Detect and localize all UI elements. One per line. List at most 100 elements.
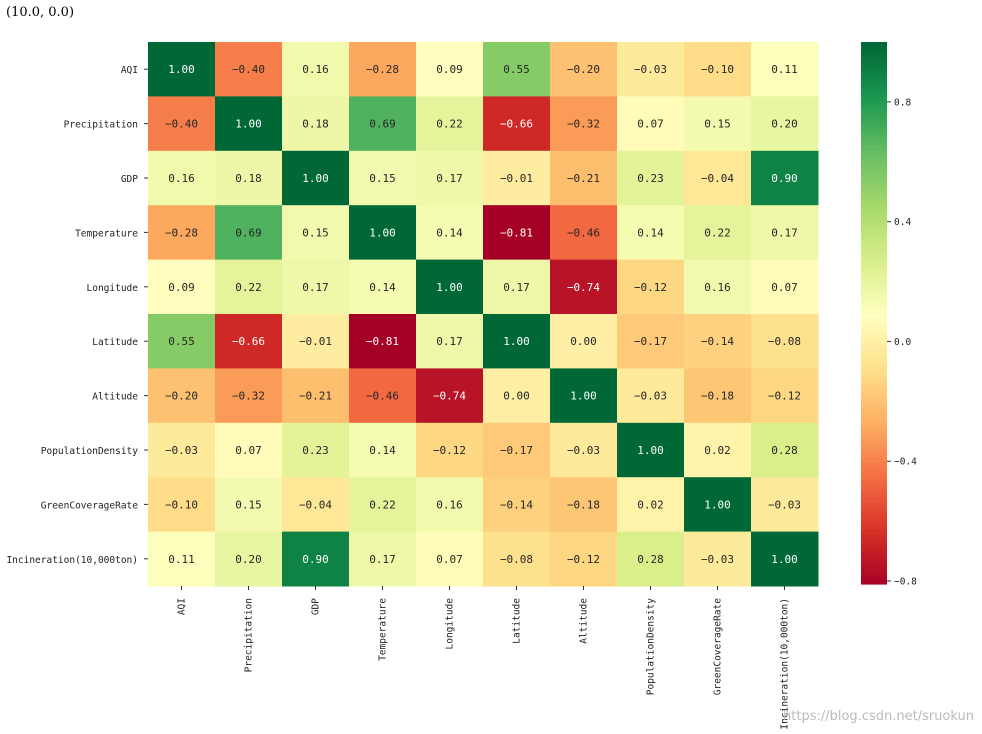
heatmap-cell — [148, 259, 216, 315]
cell-value-label: −0.18 — [701, 390, 734, 403]
colorbar-segment — [861, 227, 887, 233]
colorbar-segment — [861, 538, 887, 544]
heatmap-cell — [684, 96, 752, 152]
colorbar-segment — [861, 529, 887, 535]
heatmap-cell — [416, 205, 484, 261]
heatmap-cell — [684, 150, 752, 206]
colorbar-segment — [861, 96, 887, 102]
heatmap-cell — [349, 314, 417, 369]
heatmap-cell — [148, 368, 216, 424]
heatmap-cell — [617, 42, 685, 97]
heatmap-cell — [349, 531, 417, 587]
heatmap-cell — [751, 96, 819, 152]
heatmap-cell — [148, 205, 216, 261]
cell-value-label: −0.66 — [232, 335, 265, 348]
colorbar-segment — [861, 516, 887, 522]
heatmap-cell — [550, 368, 618, 424]
cell-value-label: 0.11 — [771, 63, 798, 76]
colorbar-segment — [861, 172, 887, 179]
heatmap-cell — [215, 42, 283, 97]
cell-value-label: 0.14 — [369, 281, 396, 294]
cell-value-label: 0.28 — [771, 444, 798, 457]
colorbar-segment — [861, 434, 887, 441]
heatmap-cell — [684, 531, 752, 587]
colorbar-segment — [861, 331, 887, 337]
colorbar-segment — [861, 335, 887, 341]
heatmap-cell — [483, 531, 551, 587]
heatmap-cell — [483, 259, 551, 315]
column-label: AQI — [177, 598, 188, 615]
heatmap-cell — [416, 422, 484, 478]
heatmap-cell — [617, 150, 685, 206]
cell-value-label: 0.69 — [369, 118, 396, 131]
heatmap-cell — [617, 368, 685, 424]
cell-value-label: 0.16 — [704, 281, 731, 294]
heatmap-cell — [215, 314, 283, 369]
colorbar-segment — [861, 272, 887, 278]
colorbar-segment — [861, 276, 887, 282]
heatmap-cell — [282, 314, 350, 369]
colorbar-segment — [861, 154, 887, 161]
colorbar-segment — [861, 222, 887, 228]
cell-value-label: 0.90 — [302, 553, 329, 566]
colorbar-segment — [861, 570, 887, 576]
colorbar-segment — [861, 475, 887, 481]
colorbar-segment — [861, 448, 887, 454]
cell-value-label: −0.14 — [701, 335, 734, 348]
cell-value-label: 1.00 — [771, 553, 798, 566]
colorbar-segment — [861, 394, 887, 400]
heatmap-cell — [751, 42, 819, 97]
heatmap-cell — [148, 96, 216, 152]
heatmap-cell — [282, 477, 350, 533]
cell-value-label: 0.15 — [369, 172, 396, 185]
colorbar-segment — [861, 51, 887, 57]
colorbar-segment — [861, 507, 887, 513]
cell-output-text: (10.0, 0.0) — [6, 5, 75, 20]
colorbar-segment — [861, 407, 887, 413]
colorbar-segment — [861, 574, 887, 581]
cell-value-label: 0.07 — [235, 444, 262, 457]
cell-value-label: −0.03 — [701, 553, 734, 566]
cell-value-label: −0.10 — [701, 63, 734, 76]
cell-value-label: −0.04 — [701, 172, 734, 185]
heatmap-cell — [148, 314, 216, 369]
colorbar-segment — [861, 303, 887, 310]
heatmap-cell — [282, 259, 350, 315]
heatmap-cell — [550, 531, 618, 587]
heatmap-cell — [550, 42, 618, 97]
colorbar-segment — [861, 480, 887, 486]
heatmap-cell — [617, 477, 685, 533]
colorbar-segment — [861, 498, 887, 504]
row-label: AQI — [121, 65, 138, 76]
heatmap-cell — [148, 477, 216, 533]
cell-value-label: −0.81 — [500, 226, 533, 239]
cell-value-label: −0.01 — [500, 172, 533, 185]
column-label: Longitude — [445, 598, 456, 650]
colorbar-segment — [861, 313, 887, 319]
colorbar-segment — [861, 416, 887, 422]
cell-value-label: 1.00 — [503, 335, 530, 348]
cell-value-label: 0.11 — [168, 553, 195, 566]
column-labels: AQI Precipitation GDP Temperature Longitude L… — [177, 586, 791, 730]
heatmap-cell — [483, 314, 551, 369]
cell-value-label: −0.40 — [232, 63, 265, 76]
colorbar-segment — [861, 168, 887, 174]
colorbar-segment — [861, 547, 887, 553]
cell-value-label: −0.74 — [433, 390, 466, 403]
cell-value-label: 0.00 — [570, 335, 597, 348]
colorbar-segment — [861, 254, 887, 260]
colorbar-tick-label: −0.8 — [894, 577, 917, 588]
cell-value-label: 0.07 — [436, 553, 463, 566]
column-label: Precipitation — [244, 598, 255, 672]
heatmap-cell — [282, 150, 350, 206]
colorbar-segment — [861, 100, 887, 106]
colorbar-segment — [861, 105, 887, 111]
heatmap-cell — [751, 259, 819, 315]
heatmap-cell — [349, 477, 417, 533]
cell-value-label: 0.14 — [369, 444, 396, 457]
cell-value-label: 0.15 — [302, 226, 329, 239]
colorbar-segment — [861, 326, 887, 332]
cell-value-label: −0.04 — [299, 498, 332, 511]
cell-value-label: 0.22 — [369, 498, 396, 511]
colorbar-segment — [861, 213, 887, 219]
